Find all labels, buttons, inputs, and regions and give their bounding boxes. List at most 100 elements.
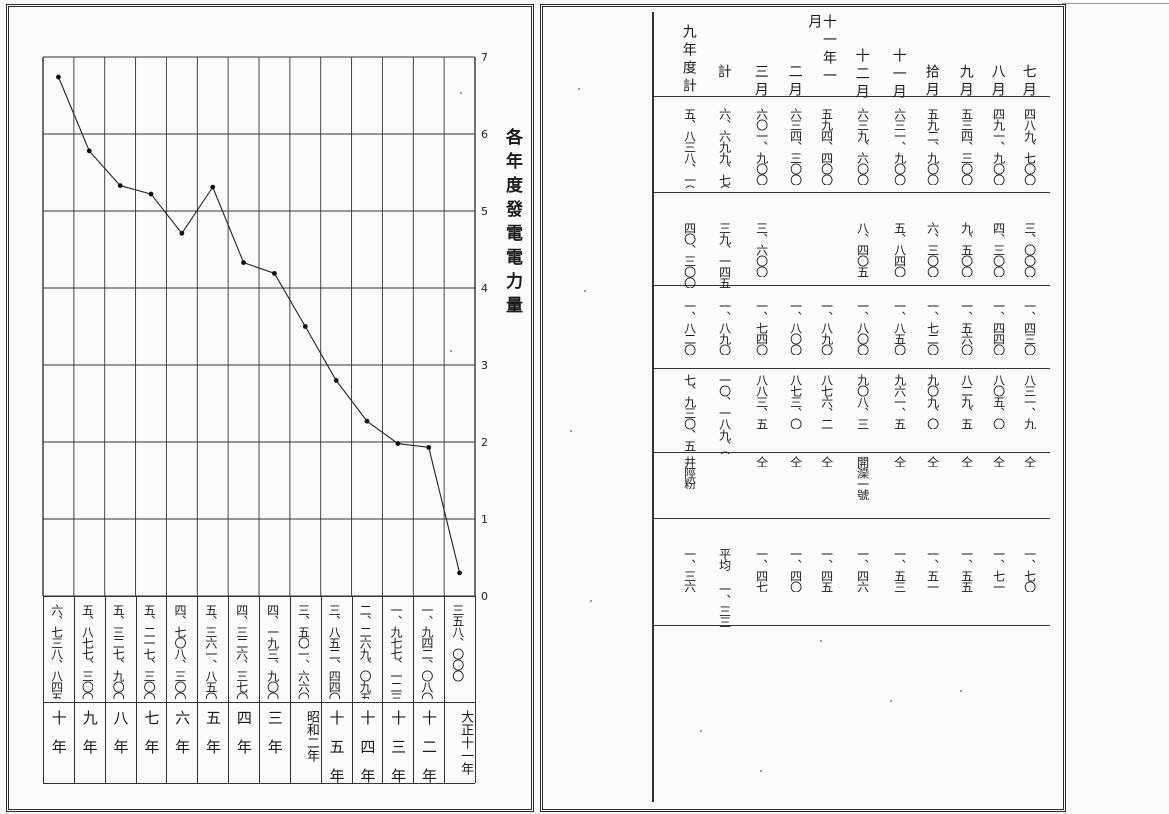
table-left-rule [652,12,654,802]
table-cell: 一、四三〇 [1023,300,1036,355]
table-cell: 七、九三〇、五 [683,374,696,451]
table-cell: 仝 [960,456,973,467]
value-label: 六、七三八、八四五 [50,604,63,699]
column-header: 八月 [989,64,1006,100]
y-tick-label: 0 [481,590,488,603]
year-label: 十二年 [420,710,439,797]
year-label: 十五年 [327,710,346,797]
table-cell: 一、八九〇 [820,300,833,355]
table-cell: 一、五五 [960,548,973,592]
column-header: 七月 [1020,64,1037,100]
table-cell: 一、七二〇 [926,300,939,355]
table-cell: 八、四〇五 [856,222,869,277]
table-cell: 一、五三 [893,548,906,592]
table-vline [43,596,44,783]
table-hline [652,192,1050,193]
table-cell: 一、八二〇 [683,300,696,355]
data-point [395,441,401,446]
table-hline [43,783,475,784]
table-cell: 平均 一、三三 [718,548,731,627]
top-rule [1062,3,1169,4]
year-label: 大正十一年 [458,710,474,775]
table-cell: 仝 [755,456,768,467]
table-vline [104,596,106,783]
table-cell: 五、八三八、一〇〇 [683,108,696,188]
data-point [364,418,370,424]
table-hline [652,368,1050,369]
year-label: 八年 [111,710,130,768]
table-cell: 一、四七 [755,548,768,592]
speck [460,92,462,94]
table-cell: 一、四六 [856,548,869,592]
table-cell: 四九一、九〇〇 [992,108,1005,185]
data-point [272,270,277,276]
data-point [333,378,339,383]
data-point [241,260,246,265]
table-cell: 四八九、七〇〇 [1023,108,1036,185]
table-cell: 仝 [926,456,939,467]
table-cell: 一、四四〇 [992,300,1005,355]
table-vline [259,596,260,783]
table-cell: 九、五〇〇 [960,222,973,277]
year-label: 五年 [204,710,223,768]
table-cell: 一、五六〇 [960,300,973,355]
table-cell: 一〇、一八九、〇 [718,374,731,454]
speck [960,690,962,692]
table-cell: 六三一、九〇〇 [893,108,906,185]
year-label: 七年 [142,710,161,768]
table-cell: 井陘粉 [683,456,696,489]
year-label: 六年 [173,710,192,768]
table-cell: 一、八〇〇 [789,300,802,355]
table-cell: 仝 [992,456,1005,467]
column-header: 九年度計 [680,24,697,96]
table-cell: 一、八五〇 [893,300,906,355]
table-cell: 四〇、三〇〇 [683,222,696,288]
data-point [117,183,123,188]
value-label: 四、三二六、三七〇 [235,604,248,699]
speck [590,600,592,602]
table-cell: 一、三六 [683,548,696,592]
table-vline [444,596,446,783]
table-cell: 八七六、二 [820,374,833,429]
table-vline [228,596,230,783]
year-label: 四年 [234,710,253,768]
speck [570,430,572,432]
table-cell: 仝 [820,456,833,467]
table-cell: 一、四五 [820,548,833,592]
table-vline [166,596,168,783]
table-cell: 五九四、四〇〇 [820,108,833,185]
table-cell: 九六一、五 [893,374,906,429]
table-vline [413,596,415,783]
value-label: 三、五〇一、六六〇 [296,604,310,699]
left-page [6,4,534,812]
table-cell: 五三四、三〇〇 [960,108,973,185]
table-cell: 三、〇〇〇 [1023,222,1036,277]
table-cell: 一、四〇 [789,548,802,592]
year-label: 三年 [265,710,284,768]
y-tick-label: 5 [481,205,488,218]
table-cell: 六三九、六〇〇 [856,108,869,185]
chart-title: 各年度發電電力量 [502,128,522,320]
right-page [540,4,1066,812]
year-label: 昭和二年 [303,710,319,762]
y-tick-label: 6 [481,128,488,141]
table-cell: 八八三、五 [755,374,768,429]
table-cell: 一、七一 [992,548,1005,592]
table-vline [320,596,322,783]
data-point [148,191,154,197]
column-header: 十二月 [853,48,870,102]
chart: 0 1 2 3 4 5 6 7 [42,51,488,603]
speck [890,700,892,702]
column-header: 十一月 [890,48,907,102]
column-header: 拾月 [923,64,940,100]
table-cell: 五九二、九〇〇 [926,108,939,185]
table-vline [351,596,353,783]
column-header: 十一年一月 [806,14,837,86]
data-point [302,324,308,329]
y-tick-label: 2 [481,436,488,449]
table-cell: 三、六〇〇 [755,222,768,277]
y-tick-label: 3 [481,359,488,372]
bottom-table: 六、七三八、八四五 十年 五、八七七、三〇〇 九年 五、三二七、九〇〇 八年 五、二一七、三… [43,596,476,797]
speck [584,290,586,292]
table-cell: 三九、一四五 [718,222,731,288]
